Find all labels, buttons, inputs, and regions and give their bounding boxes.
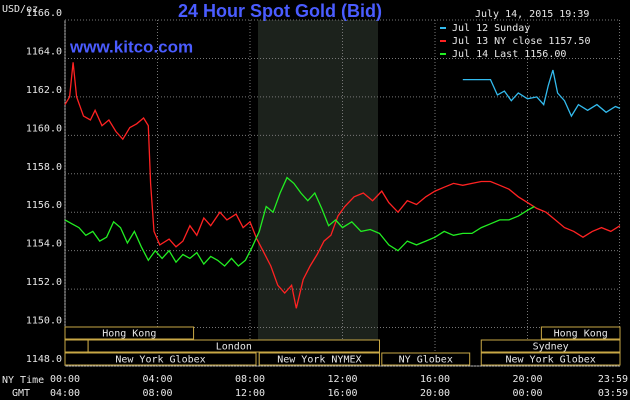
y-tick-label: 1166.0	[26, 8, 62, 19]
watermark: www.kitco.com	[69, 37, 193, 56]
x-tick-label: 20:00	[512, 374, 542, 385]
session-bar	[480, 352, 621, 366]
price-line	[64, 176, 535, 267]
gmt-label: GMT	[12, 388, 30, 399]
x-tick-label: 23:59	[598, 374, 628, 385]
session-bar	[64, 339, 89, 353]
session-label: Hong Kong	[554, 329, 608, 340]
session-bar	[258, 352, 380, 366]
legend-entry: Jul 13 NY close 1157.50	[452, 36, 590, 47]
x-tick-label: 00:00	[50, 374, 80, 385]
x-tick-label: 04:00	[142, 374, 172, 385]
price-line	[462, 69, 621, 118]
y-tick-label: 1154.0	[26, 239, 62, 250]
x-tick-label: 08:00	[235, 374, 265, 385]
y-tick-label: 1164.0	[26, 46, 62, 57]
x-tick-label-gmt: 12:00	[235, 388, 265, 399]
session-bar	[64, 326, 195, 340]
y-tick-label: 1158.0	[26, 162, 62, 173]
session-label: NY Globex	[399, 355, 453, 366]
y-tick-label: 1152.0	[26, 277, 62, 288]
x-tick-label-gmt: 08:00	[142, 388, 172, 399]
x-tick-label-gmt: 20:00	[420, 388, 450, 399]
session-label: New York Globex	[505, 355, 595, 366]
session-label: Hong Kong	[102, 329, 156, 340]
y-tick-label: 1148.0	[26, 354, 62, 365]
session-label: New York NYMEX	[277, 355, 361, 366]
session-bar	[480, 339, 621, 353]
legend-entry: Jul 12 Sunday	[452, 23, 530, 34]
session-label: Sydney	[533, 342, 569, 353]
nymex-shade	[258, 20, 378, 366]
y-tick-label: 1162.0	[26, 85, 62, 96]
x-tick-label-gmt: 03:59	[598, 388, 628, 399]
session-bar	[87, 339, 380, 353]
session-label: New York Globex	[115, 355, 205, 366]
y-axis-label: USD/oz	[2, 4, 38, 15]
x-tick-label-gmt: 16:00	[327, 388, 357, 399]
session-bar	[64, 352, 257, 366]
x-tick-label: 12:00	[327, 374, 357, 385]
x-tick-label-gmt: 00:00	[512, 388, 542, 399]
ny-time-label: NY Time	[2, 375, 44, 386]
y-tick-label: 1156.0	[26, 200, 62, 211]
x-tick-label: 16:00	[420, 374, 450, 385]
y-tick-label: 1150.0	[26, 316, 62, 327]
session-label: London	[216, 342, 252, 353]
session-bar	[381, 352, 471, 366]
session-bar	[540, 326, 621, 340]
price-line	[64, 62, 621, 309]
y-tick-label: 1160.0	[26, 123, 62, 134]
timestamp: July 14, 2015 19:39	[475, 9, 589, 20]
x-tick-label-gmt: 04:00	[50, 388, 80, 399]
legend-entry: Jul 14 Last 1156.00	[452, 49, 566, 60]
chart-title: 24 Hour Spot Gold (Bid)	[178, 1, 382, 21]
